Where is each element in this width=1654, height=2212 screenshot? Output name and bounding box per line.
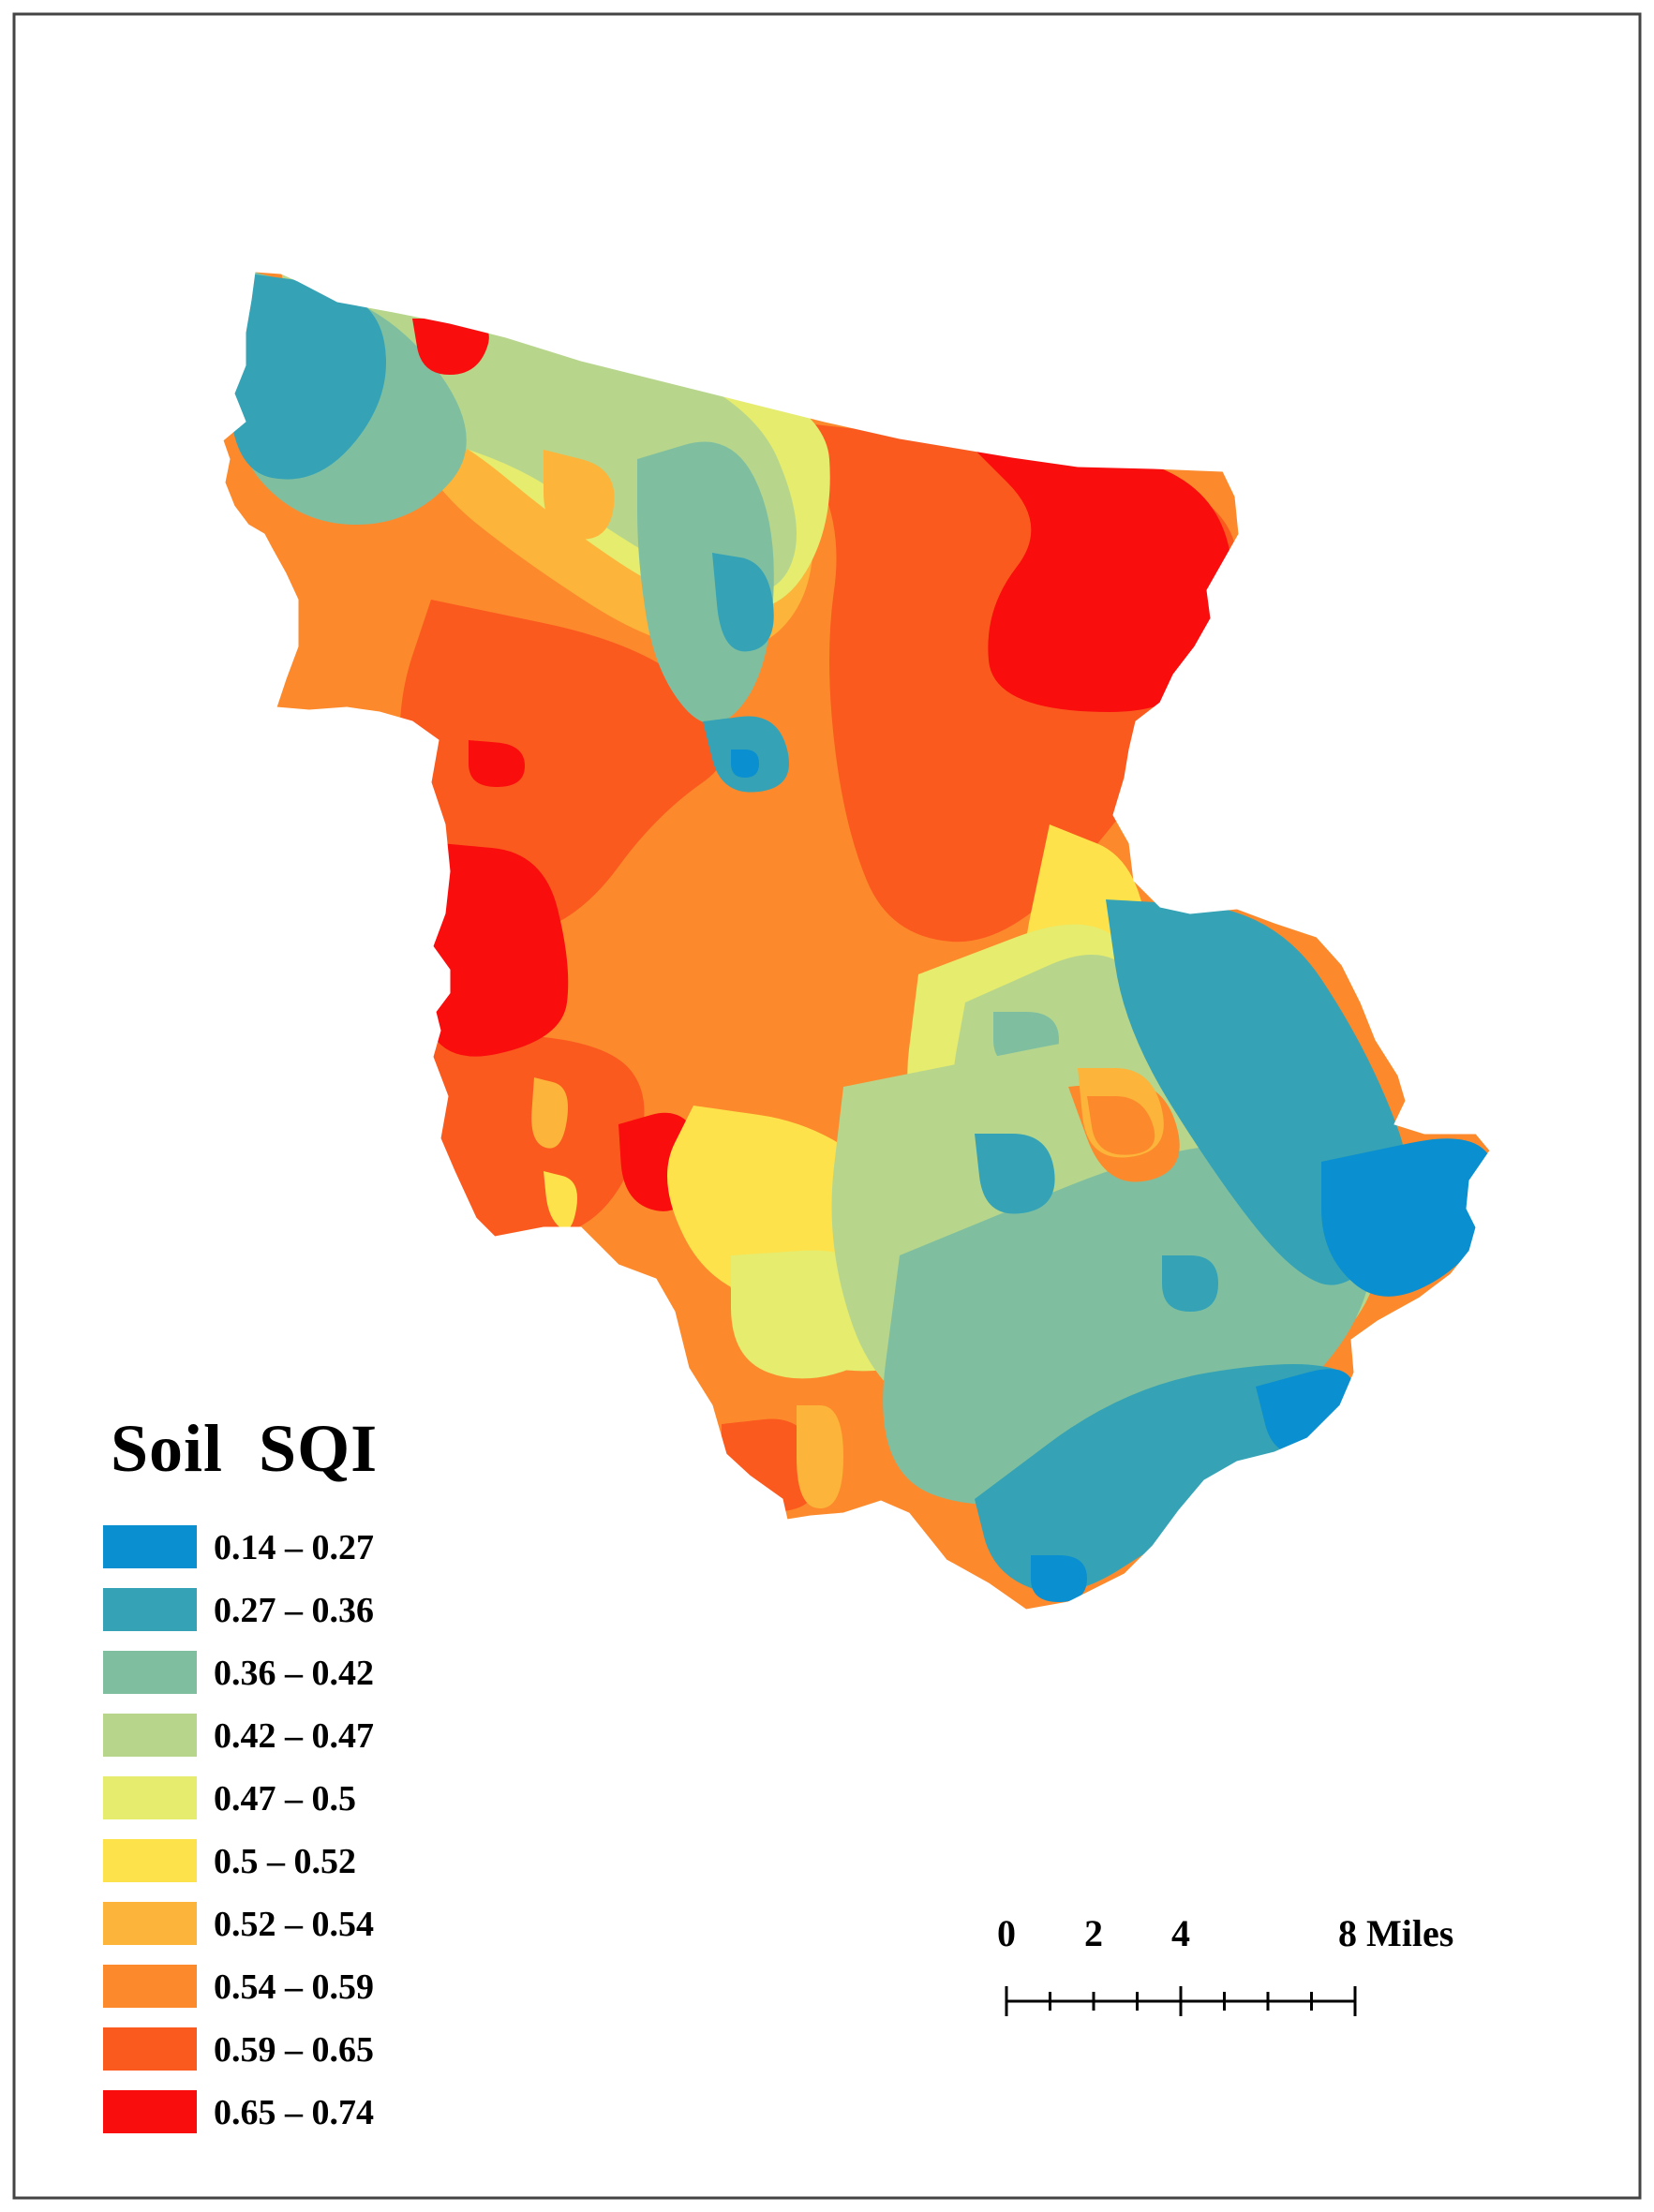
legend-swatch <box>103 1525 197 1568</box>
legend-label: 0.59 – 0.65 <box>214 2030 374 2070</box>
legend-label: 0.65 – 0.74 <box>214 2093 374 2132</box>
legend-label: 0.54 – 0.59 <box>214 1967 374 2007</box>
sqi-zone <box>637 441 774 724</box>
legend-swatch <box>103 1651 197 1694</box>
sqi-zone <box>1321 1138 1490 1297</box>
legend-swatch <box>103 1902 197 1945</box>
legend-item: 0.36 – 0.42 <box>103 1651 665 1694</box>
legend-swatch <box>103 1588 197 1631</box>
sqi-zone <box>965 440 1233 712</box>
legend-swatch <box>103 2027 197 2071</box>
legend-label: 0.42 – 0.47 <box>214 1716 374 1756</box>
sqi-zone <box>469 740 525 787</box>
legend-label: 0.47 – 0.5 <box>214 1779 356 1819</box>
scale-bar-label: 0 <box>997 1912 1016 1954</box>
legend-label: 0.14 – 0.27 <box>214 1528 374 1567</box>
legend-item: 0.54 – 0.59 <box>103 1965 665 2008</box>
sqi-zone <box>412 319 489 375</box>
legend-item: 0.59 – 0.65 <box>103 2027 665 2071</box>
legend-item: 0.27 – 0.36 <box>103 1588 665 1631</box>
sqi-zone <box>418 843 569 1057</box>
legend-label: 0.36 – 0.42 <box>214 1654 374 1693</box>
legend-item: 0.42 – 0.47 <box>103 1714 665 1757</box>
scale-bar-label: 4 <box>1171 1912 1190 1954</box>
sqi-zone <box>712 553 774 652</box>
legend-label: 0.27 – 0.36 <box>214 1591 374 1630</box>
legend-label: 0.5 – 0.52 <box>214 1842 356 1881</box>
legend-swatch <box>103 1714 197 1757</box>
sqi-zone <box>544 450 615 540</box>
scale-bar-label: 2 <box>1084 1912 1103 1954</box>
sqi-zone <box>797 1405 843 1508</box>
sqi-zone <box>975 1134 1055 1214</box>
legend-item: 0.5 – 0.52 <box>103 1839 665 1882</box>
sqi-zone <box>544 1171 577 1230</box>
sqi-zone <box>229 272 386 480</box>
legend-item: 0.65 – 0.74 <box>103 2090 665 2133</box>
sqi-zone <box>412 1031 645 1240</box>
sqi-zone <box>975 1364 1349 1593</box>
legend-item: 0.47 – 0.5 <box>103 1776 665 1819</box>
legend-swatch <box>103 2090 197 2133</box>
sqi-zone <box>1162 1255 1218 1312</box>
legend-swatch <box>103 1839 197 1882</box>
legend-swatch <box>103 1776 197 1819</box>
county-outline <box>222 271 1491 1611</box>
legend-title: Soil SQI <box>111 1411 379 1486</box>
sqi-zone <box>1031 1555 1087 1602</box>
scale-bar: 0 2 4 8 Miles <box>975 1911 1499 2024</box>
sqi-zone <box>531 1077 568 1149</box>
scale-bar-label: 8 Miles <box>1338 1912 1454 1954</box>
legend-item: 0.52 – 0.54 <box>103 1902 665 1945</box>
legend-swatch <box>103 1965 197 2008</box>
legend-item: 0.14 – 0.27 <box>103 1525 665 1568</box>
sqi-zone <box>1087 1096 1155 1155</box>
legend-label: 0.52 – 0.54 <box>214 1905 374 1944</box>
scale-bar-graphic <box>1005 1986 1357 2016</box>
sqi-zone <box>731 750 759 778</box>
